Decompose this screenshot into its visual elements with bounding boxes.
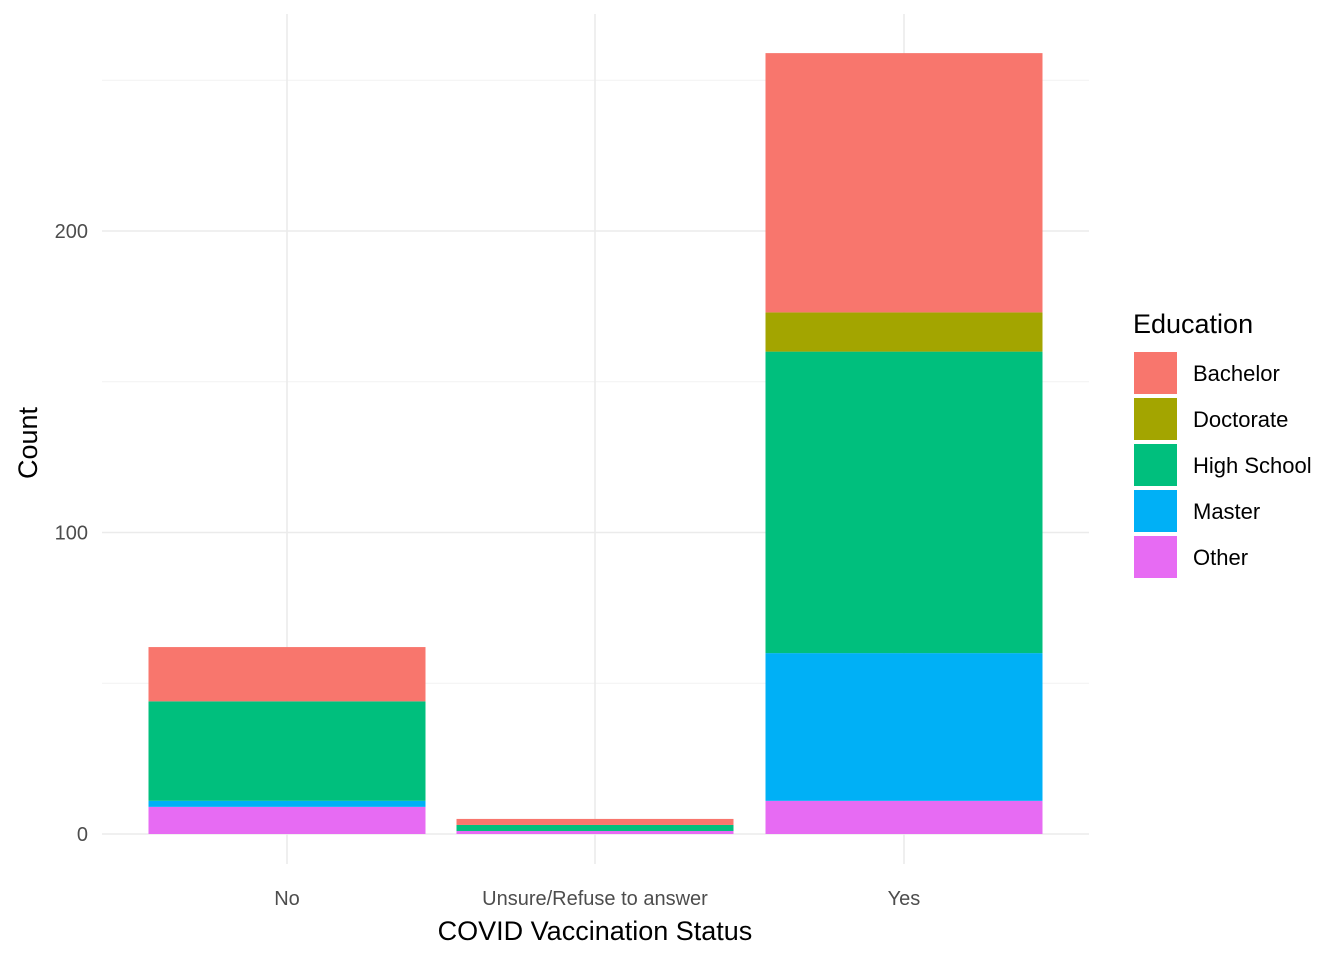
- legend-label-master: Master: [1193, 499, 1260, 524]
- bar-no-bachelor: [148, 647, 426, 702]
- legend-swatch-bachelor: [1134, 352, 1177, 394]
- legend-label-bachelor: Bachelor: [1193, 361, 1280, 386]
- legend-swatch-master: [1134, 490, 1177, 532]
- y-tick-label: 0: [77, 824, 88, 846]
- legend-label-high-school: High School: [1193, 453, 1312, 478]
- bar-yes-high-school: [765, 351, 1043, 654]
- y-axis-title: Count: [13, 406, 43, 479]
- legend-items: Bachelor Doctorate High School Master Other: [1134, 352, 1312, 578]
- bar-yes-other: [765, 800, 1043, 834]
- legend: Education Bachelor Doctorate High School Ma…: [1133, 309, 1312, 578]
- legend-label-other: Other: [1193, 545, 1248, 570]
- bar-unsure-refuse-to-answer-other: [456, 830, 734, 834]
- bar-no-other: [148, 806, 426, 834]
- x-tick-label: No: [274, 888, 300, 910]
- legend-swatch-high-school: [1134, 444, 1177, 486]
- bars: [148, 53, 1043, 834]
- bar-yes-bachelor: [765, 53, 1043, 313]
- legend-swatch-doctorate: [1134, 398, 1177, 440]
- bar-no-master: [148, 800, 426, 807]
- legend-swatch-other: [1134, 536, 1177, 578]
- y-tick-label: 100: [55, 523, 88, 545]
- bar-yes-master: [765, 653, 1043, 801]
- bar-yes-doctorate: [765, 312, 1043, 352]
- x-tick-label: Yes: [888, 888, 921, 910]
- bar-unsure-refuse-to-answer-bachelor: [456, 818, 734, 825]
- legend-label-doctorate: Doctorate: [1193, 407, 1288, 432]
- x-axis-title: COVID Vaccination Status: [438, 916, 753, 946]
- tick-labels: 0 100 200 No Unsure/Refuse to answer Yes: [55, 221, 921, 910]
- legend-title: Education: [1133, 309, 1253, 339]
- bar-no-high-school: [148, 701, 426, 801]
- x-tick-label: Unsure/Refuse to answer: [482, 888, 708, 910]
- y-tick-label: 200: [55, 221, 88, 243]
- bar-unsure-refuse-to-answer-high-school: [456, 824, 734, 831]
